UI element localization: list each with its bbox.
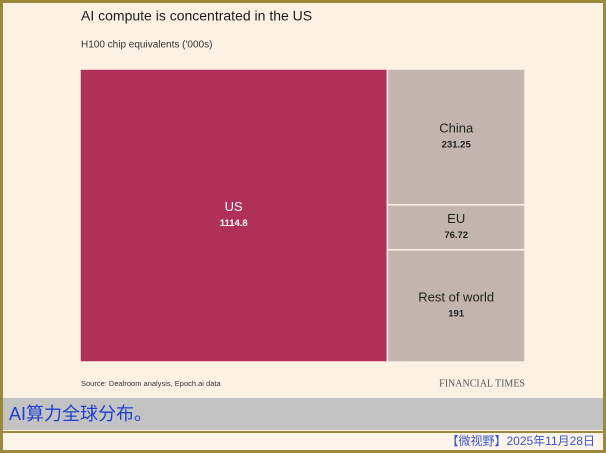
treemap-tile [386,249,526,363]
value-label: 1114.8 [220,218,248,229]
brand: FINANCIAL TIMES [439,378,525,389]
source-note: Source: Dealroom analysis, Epoch.ai data [81,379,221,388]
treemap-tile [386,68,526,206]
chart-subtitle: H100 chip equivalents ('000s) [81,40,212,51]
caption: AI算力全球分布。 [3,398,603,430]
tile-label: US [225,199,243,214]
value-label: 231.25 [442,139,472,150]
value-label: 76.72 [444,230,468,241]
treemap-tile [79,68,389,363]
tile-label: China [439,120,474,135]
tile-label: EU [447,211,465,226]
footer: 【微视野】2025年11月28日 [3,431,603,450]
tile-label: Rest of world [418,289,494,304]
value-label: 191 [448,308,465,319]
treemap-tile [386,204,526,251]
chart-title: AI compute is concentrated in the US [81,8,312,24]
chart: AI compute is concentrated in the US H10… [79,8,526,389]
